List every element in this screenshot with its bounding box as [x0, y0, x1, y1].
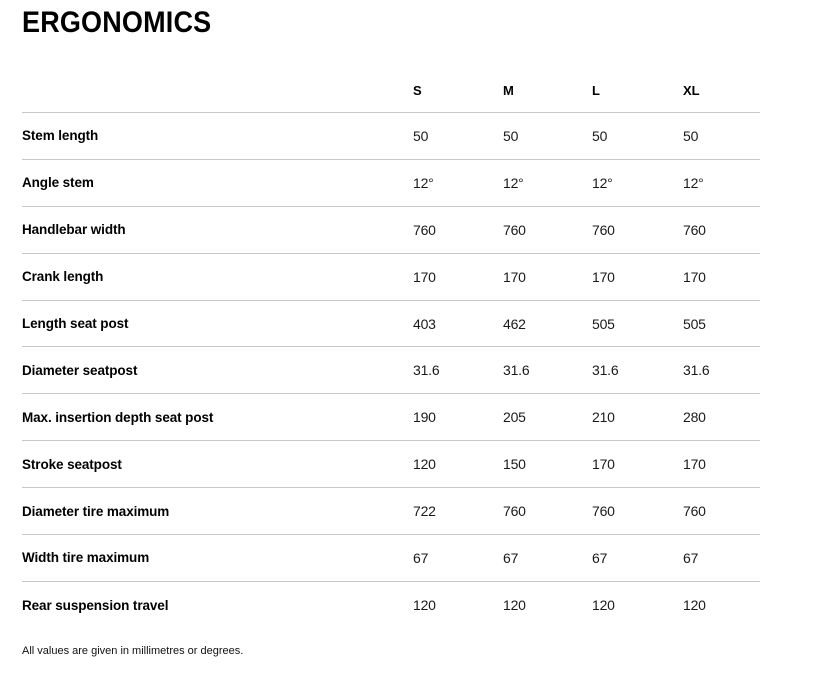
ergonomics-table: S M L XL Stem length 50 50 50 50 Angle s… — [22, 69, 760, 629]
row-label: Crank length — [22, 269, 104, 285]
row-label: Max. insertion depth seat post — [22, 409, 214, 425]
row-label: Stroke seatpost — [22, 456, 122, 472]
table-row-rear-suspension-travel: Rear suspension travel 120 120 120 120 — [22, 582, 760, 629]
cell-value: 170 — [503, 268, 526, 285]
cell-value: 120 — [683, 597, 706, 614]
cell-value: 120 — [413, 597, 436, 614]
cell-value: 67 — [503, 549, 519, 566]
cell-value: 12° — [683, 174, 704, 191]
cell-value: 170 — [592, 456, 615, 473]
column-header-m: M — [503, 83, 514, 98]
table-row-width-tire-maximum: Width tire maximum 67 67 67 67 — [22, 535, 760, 582]
cell-value: 120 — [592, 597, 615, 614]
cell-value: 12° — [503, 174, 524, 191]
cell-value: 31.6 — [413, 362, 440, 379]
cell-value: 190 — [413, 409, 436, 426]
cell-value: 210 — [592, 409, 615, 426]
row-label: Length seat post — [22, 316, 129, 331]
cell-value: 12° — [592, 174, 613, 191]
cell-value: 120 — [503, 597, 526, 614]
table-header-row: S M L XL — [22, 69, 760, 113]
table-row-max-insertion-depth: Max. insertion depth seat post 190 205 2… — [22, 394, 760, 442]
column-header-s: S — [413, 83, 422, 98]
table-row-handlebar-width: Handlebar width 760 760 760 760 — [22, 207, 760, 254]
cell-value: 505 — [683, 315, 706, 332]
row-label: Handlebar width — [22, 222, 126, 238]
table-row-diameter-seatpost: Diameter seatpost 31.6 31.6 31.6 31.6 — [22, 347, 760, 395]
table-row-stroke-seatpost: Stroke seatpost 120 150 170 170 — [22, 441, 760, 489]
cell-value: 280 — [683, 409, 706, 426]
table-row-crank-length: Crank length 170 170 170 170 — [22, 254, 760, 301]
cell-value: 170 — [592, 268, 615, 285]
row-label: Diameter tire maximum — [22, 503, 170, 519]
table-row-stem-length: Stem length 50 50 50 50 — [22, 113, 760, 160]
cell-value: 120 — [413, 456, 436, 473]
row-label: Rear suspension travel — [22, 597, 169, 613]
cell-value: 760 — [413, 221, 436, 238]
column-header-xl: XL — [683, 83, 700, 98]
table-row-angle-stem: Angle stem 12° 12° 12° 12° — [22, 160, 760, 207]
column-header-l: L — [592, 83, 600, 98]
cell-value: 50 — [683, 127, 699, 144]
cell-value: 462 — [503, 315, 526, 332]
table-row-diameter-tire-maximum: Diameter tire maximum 722 760 760 760 — [22, 488, 760, 536]
row-label: Width tire maximum — [22, 550, 150, 566]
row-label: Stem length — [22, 128, 99, 144]
cell-value: 67 — [683, 549, 699, 566]
cell-value: 12° — [413, 174, 434, 191]
cell-value: 205 — [503, 409, 526, 426]
cell-value: 170 — [413, 268, 436, 285]
cell-value: 403 — [413, 315, 436, 332]
row-label: Angle stem — [22, 175, 94, 191]
cell-value: 760 — [592, 503, 615, 520]
cell-value: 170 — [683, 456, 706, 473]
cell-value: 722 — [413, 503, 436, 520]
page-title: ERGONOMICS — [22, 6, 212, 39]
cell-value: 760 — [683, 503, 706, 520]
cell-value: 31.6 — [503, 362, 530, 379]
cell-value: 760 — [683, 221, 706, 238]
cell-value: 67 — [592, 549, 608, 566]
cell-value: 760 — [592, 221, 615, 238]
cell-value: 31.6 — [592, 362, 619, 379]
cell-value: 31.6 — [683, 362, 710, 379]
cell-value: 50 — [413, 127, 429, 144]
cell-value: 150 — [503, 456, 526, 473]
units-footnote: All values are given in millimetres or d… — [22, 644, 244, 657]
cell-value: 760 — [503, 503, 526, 520]
table-row-length-seat-post: Length seat post 403 462 505 505 — [22, 301, 760, 348]
ergonomics-page: ERGONOMICS S M L XL Stem length 50 50 50… — [22, 6, 760, 657]
row-label: Diameter seatpost — [22, 362, 138, 378]
cell-value: 50 — [592, 127, 608, 144]
cell-value: 50 — [503, 127, 519, 144]
cell-value: 760 — [503, 221, 526, 238]
cell-value: 67 — [413, 549, 429, 566]
cell-value: 505 — [592, 315, 615, 332]
cell-value: 170 — [683, 268, 706, 285]
